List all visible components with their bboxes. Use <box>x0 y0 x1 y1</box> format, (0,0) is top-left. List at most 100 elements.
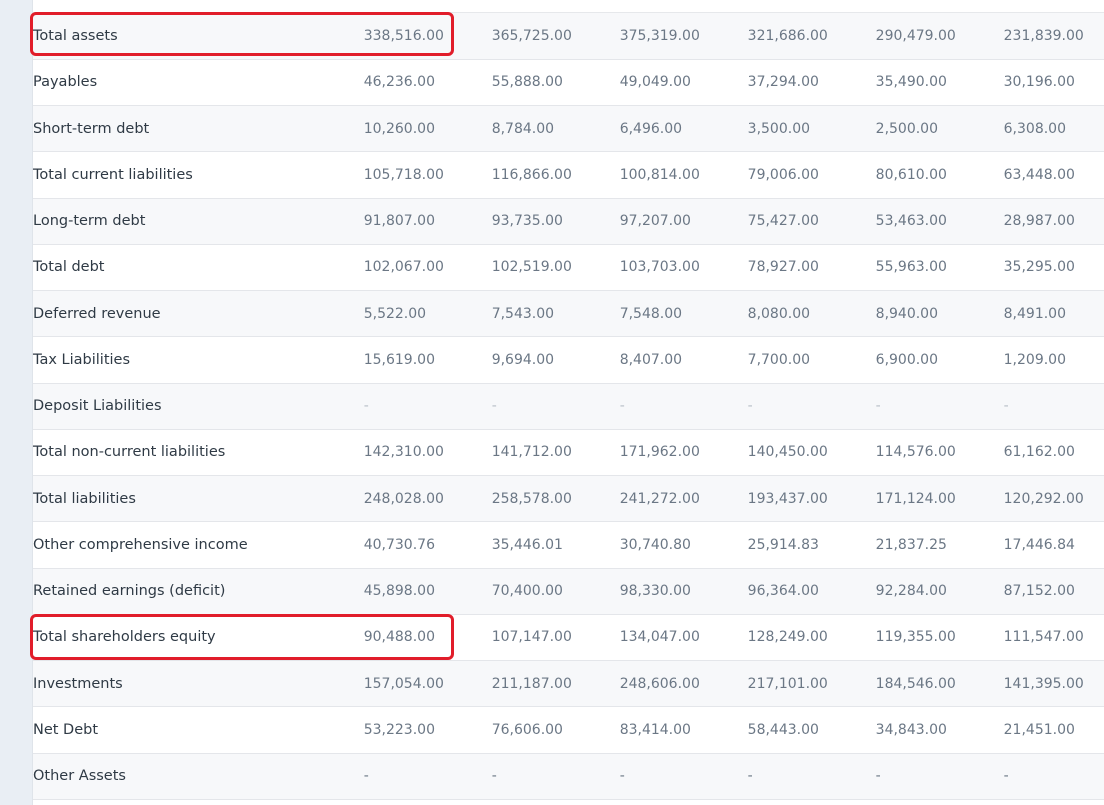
row-label: Total current liabilities <box>33 166 193 183</box>
row-value: - <box>1003 398 1009 415</box>
row-value: 6,900.00 <box>875 351 938 368</box>
row-label: Total assets <box>33 27 118 44</box>
row-value: 102,519.00 <box>491 259 572 276</box>
row-value: 116,866.00 <box>491 166 572 183</box>
row-value: 6,496.00 <box>619 120 683 137</box>
row-value: 103,703.00 <box>619 259 700 276</box>
table-row-deferred-revenue: Deferred revenue 5,522.00 7,543.00 7,548… <box>33 290 1104 337</box>
table-row-total-shareholders-equity: Total shareholders equity 90,488.00 107,… <box>33 614 1104 661</box>
row-value: 55,888.00 <box>491 74 563 91</box>
row-value: 30,196.00 <box>1003 74 1075 91</box>
row-value: 35,446.01 <box>491 536 563 553</box>
row-value: 193,437.00 <box>747 490 828 507</box>
row-value: - <box>491 398 497 415</box>
row-label: Deposit Liabilities <box>33 398 162 415</box>
row-value: - <box>875 398 881 415</box>
row-label: Total shareholders equity <box>33 629 216 646</box>
row-value: 258,578.00 <box>491 490 572 507</box>
row-value: 111,547.00 <box>1003 629 1084 646</box>
row-value: 171,124.00 <box>875 490 956 507</box>
row-value: - <box>1003 768 1009 785</box>
balance-sheet-table: Total assets 338,516.00 365,725.00 375,3… <box>33 13 1104 800</box>
row-value: 100,814.00 <box>619 166 700 183</box>
row-value: 37,294.00 <box>747 74 819 91</box>
row-value: 96,364.00 <box>747 583 819 600</box>
row-value: 1,209.00 <box>1003 351 1066 368</box>
row-value: 128,249.00 <box>747 629 828 646</box>
row-value: 53,223.00 <box>363 721 435 738</box>
row-value: - <box>363 768 369 785</box>
row-value: 93,735.00 <box>491 213 563 230</box>
row-value: 58,443.00 <box>747 721 819 738</box>
row-value: - <box>491 768 497 785</box>
row-value: 79,006.00 <box>747 166 819 183</box>
financial-table-panel: Total assets 338,516.00 365,725.00 375,3… <box>33 0 1104 805</box>
row-value: 40,730.76 <box>363 536 435 553</box>
row-value: 184,546.00 <box>875 675 956 692</box>
row-value: 46,236.00 <box>363 74 435 91</box>
row-value: 141,712.00 <box>491 444 572 461</box>
table-row-other-assets: Other Assets - - - - - - <box>33 753 1104 800</box>
row-label: Payables <box>33 74 98 91</box>
row-value: 217,101.00 <box>747 675 828 692</box>
row-value: 87,152.00 <box>1003 583 1075 600</box>
row-value: - <box>363 398 369 415</box>
table-row-payables: Payables 46,236.00 55,888.00 49,049.00 3… <box>33 59 1104 106</box>
row-value: 83,414.00 <box>619 721 691 738</box>
table-row-retained-earnings: Retained earnings (deficit) 45,898.00 70… <box>33 568 1104 615</box>
row-value: 30,740.80 <box>619 536 691 553</box>
row-value: 8,940.00 <box>875 305 938 322</box>
row-value: 75,427.00 <box>747 213 819 230</box>
row-label: Total liabilities <box>33 490 136 507</box>
table-row-total-current-liabilities: Total current liabilities 105,718.00 116… <box>33 151 1104 198</box>
row-value: 321,686.00 <box>747 27 828 44</box>
row-value: 9,694.00 <box>491 351 555 368</box>
table-row-total-debt: Total debt 102,067.00 102,519.00 103,703… <box>33 244 1104 291</box>
row-label: Total non-current liabilities <box>33 444 226 461</box>
row-value: 63,448.00 <box>1003 166 1075 183</box>
row-value: 231,839.00 <box>1003 27 1084 44</box>
row-value: 140,450.00 <box>747 444 828 461</box>
row-value: 141,395.00 <box>1003 675 1084 692</box>
row-label: Investments <box>33 675 123 692</box>
row-value: 55,963.00 <box>875 259 947 276</box>
table-row-deposit-liabilities: Deposit Liabilities - - - - - - <box>33 383 1104 430</box>
row-value: 91,807.00 <box>363 213 435 230</box>
row-value: 17,446.84 <box>1003 536 1075 553</box>
row-value: 35,490.00 <box>875 74 947 91</box>
row-value: 35,295.00 <box>1003 259 1075 276</box>
row-value: 98,330.00 <box>619 583 691 600</box>
row-value: 211,187.00 <box>491 675 572 692</box>
row-value: 28,987.00 <box>1003 213 1075 230</box>
row-label: Other comprehensive income <box>33 536 248 553</box>
row-value: 70,400.00 <box>491 583 563 600</box>
table-row-other-comprehensive-income: Other comprehensive income 40,730.76 35,… <box>33 521 1104 568</box>
row-value: 114,576.00 <box>875 444 956 461</box>
table-row-total-non-current-liabilities: Total non-current liabilities 142,310.00… <box>33 429 1104 476</box>
row-value: 21,451.00 <box>1003 721 1075 738</box>
row-value: 78,927.00 <box>747 259 819 276</box>
row-value: 8,407.00 <box>619 351 683 368</box>
row-value: 248,606.00 <box>619 675 700 692</box>
row-value: - <box>619 398 625 415</box>
row-value: 53,463.00 <box>875 213 947 230</box>
row-value: 7,548.00 <box>619 305 683 322</box>
row-value: 7,700.00 <box>747 351 811 368</box>
row-value: 375,319.00 <box>619 27 700 44</box>
table-row-net-debt: Net Debt 53,223.00 76,606.00 83,414.00 5… <box>33 706 1104 753</box>
row-value: 49,049.00 <box>619 74 691 91</box>
table-row-total-assets: Total assets 338,516.00 365,725.00 375,3… <box>33 13 1104 60</box>
row-value: - <box>875 768 881 785</box>
row-label: Net Debt <box>33 721 99 738</box>
row-value: 92,284.00 <box>875 583 947 600</box>
row-value: 338,516.00 <box>363 27 444 44</box>
row-value: 6,308.00 <box>1003 120 1066 137</box>
row-value: 365,725.00 <box>491 27 572 44</box>
row-value: 248,028.00 <box>363 490 444 507</box>
table-row-total-liabilities: Total liabilities 248,028.00 258,578.00 … <box>33 475 1104 522</box>
row-value: 76,606.00 <box>491 721 563 738</box>
row-label: Other Assets <box>33 768 126 785</box>
row-value: 45,898.00 <box>363 583 435 600</box>
row-label: Long-term debt <box>33 213 146 230</box>
row-value: 102,067.00 <box>363 259 444 276</box>
